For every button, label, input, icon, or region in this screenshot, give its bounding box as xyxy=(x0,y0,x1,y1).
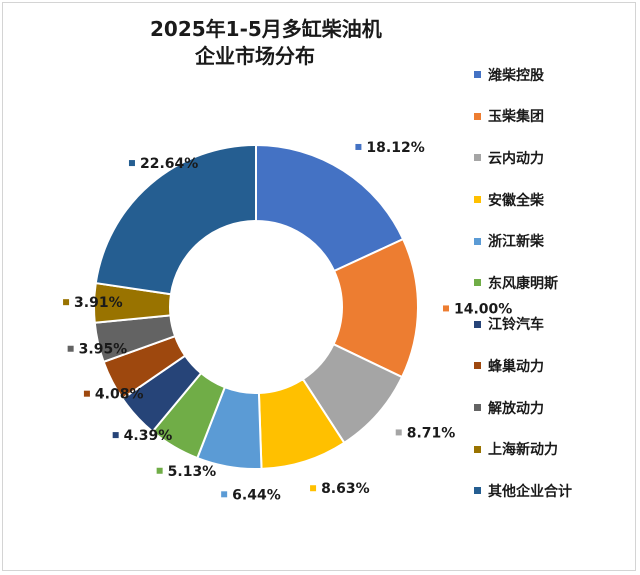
legend-item: 云内动力 xyxy=(474,137,634,179)
legend-label: 江铃汽车 xyxy=(488,317,544,334)
data-label-text: 5.13% xyxy=(168,464,217,480)
legend-swatch xyxy=(474,362,481,370)
chart-title: 2025年1-5月多缸柴油机 企业市场分布 xyxy=(150,16,382,70)
data-label-text: 18.12% xyxy=(366,140,424,156)
legend-swatch xyxy=(474,237,481,245)
legend-item: 玉柴集团 xyxy=(474,96,634,138)
legend-item: 解放动力 xyxy=(474,387,634,429)
legend-label: 解放动力 xyxy=(488,400,544,417)
data-label-text: 14.00% xyxy=(454,301,512,317)
legend-item: 上海新动力 xyxy=(474,428,634,470)
data-label-marker xyxy=(310,485,317,492)
legend-swatch xyxy=(474,404,481,412)
data-label-text: 6.44% xyxy=(232,487,281,503)
legend-label: 东风康明斯 xyxy=(488,275,558,292)
legend-item: 潍柴控股 xyxy=(474,54,634,96)
data-label-4: 8.63% xyxy=(310,481,370,497)
data-label-marker xyxy=(442,305,449,312)
legend-item: 东风康明斯 xyxy=(474,262,634,304)
data-label-marker xyxy=(156,467,163,474)
legend-swatch xyxy=(474,71,481,79)
legend-swatch xyxy=(474,320,481,328)
data-label-marker xyxy=(63,299,70,306)
donut-slice-11 xyxy=(94,143,257,296)
legend-swatch xyxy=(474,112,481,120)
legend-item: 安徽全柴 xyxy=(474,179,634,221)
legend-label: 其他企业合计 xyxy=(488,483,572,500)
data-label-text: 3.95% xyxy=(79,342,128,358)
legend-swatch xyxy=(474,279,481,287)
data-label-marker xyxy=(67,345,74,352)
legend-item: 浙江新柴 xyxy=(474,220,634,262)
legend-label: 上海新动力 xyxy=(488,442,558,459)
legend-label: 云内动力 xyxy=(488,150,544,167)
legend-label: 玉柴集团 xyxy=(488,109,544,126)
chart-title-line-1: 2025年1-5月多缸柴油机 xyxy=(150,17,382,41)
donut-slices xyxy=(93,143,419,470)
data-label-marker xyxy=(83,390,90,397)
data-label-marker xyxy=(355,143,362,150)
data-label-10: 3.91% xyxy=(63,295,123,311)
legend-item: 蜂巢动力 xyxy=(474,345,634,387)
data-labels: 18.12% 14.00% 8.71% 8.63% 6.44% 5.13% 4.39% 4.0… xyxy=(63,140,512,503)
legend-swatch xyxy=(474,196,481,204)
legend-swatch xyxy=(474,154,481,162)
data-label-8: 4.08% xyxy=(83,387,144,403)
data-label-text: 4.08% xyxy=(95,387,144,403)
legend-item: 江铃汽车 xyxy=(474,304,634,346)
legend: 潍柴控股玉柴集团云内动力安徽全柴浙江新柴东风康明斯江铃汽车蜂巢动力解放动力上海新… xyxy=(474,54,634,512)
data-label-1: 18.12% xyxy=(355,140,425,156)
legend-label: 安徽全柴 xyxy=(488,192,544,209)
legend-swatch xyxy=(474,445,481,453)
data-label-text: 3.91% xyxy=(74,295,123,311)
data-label-2: 14.00% xyxy=(442,301,512,317)
data-label-9: 3.95% xyxy=(67,342,128,358)
data-label-6: 5.13% xyxy=(156,464,217,480)
data-label-3: 8.71% xyxy=(395,425,456,441)
data-label-11: 22.64% xyxy=(128,156,198,172)
data-label-text: 4.39% xyxy=(124,428,173,444)
data-label-text: 22.64% xyxy=(140,156,198,172)
data-label-5: 6.44% xyxy=(221,487,281,503)
legend-label: 蜂巢动力 xyxy=(488,358,544,375)
legend-label: 潍柴控股 xyxy=(488,67,544,84)
donut-slice-1 xyxy=(255,143,405,273)
data-label-7: 4.39% xyxy=(112,428,173,444)
data-label-text: 8.63% xyxy=(321,481,370,497)
data-label-text: 8.71% xyxy=(407,425,456,441)
data-label-marker xyxy=(128,160,135,167)
data-label-marker xyxy=(395,429,402,436)
data-label-marker xyxy=(221,491,228,498)
legend-item: 其他企业合计 xyxy=(474,470,634,512)
legend-swatch xyxy=(474,487,481,495)
legend-label: 浙江新柴 xyxy=(488,234,544,251)
chart-title-line-2: 企业市场分布 xyxy=(195,44,315,68)
data-label-marker xyxy=(112,432,119,439)
